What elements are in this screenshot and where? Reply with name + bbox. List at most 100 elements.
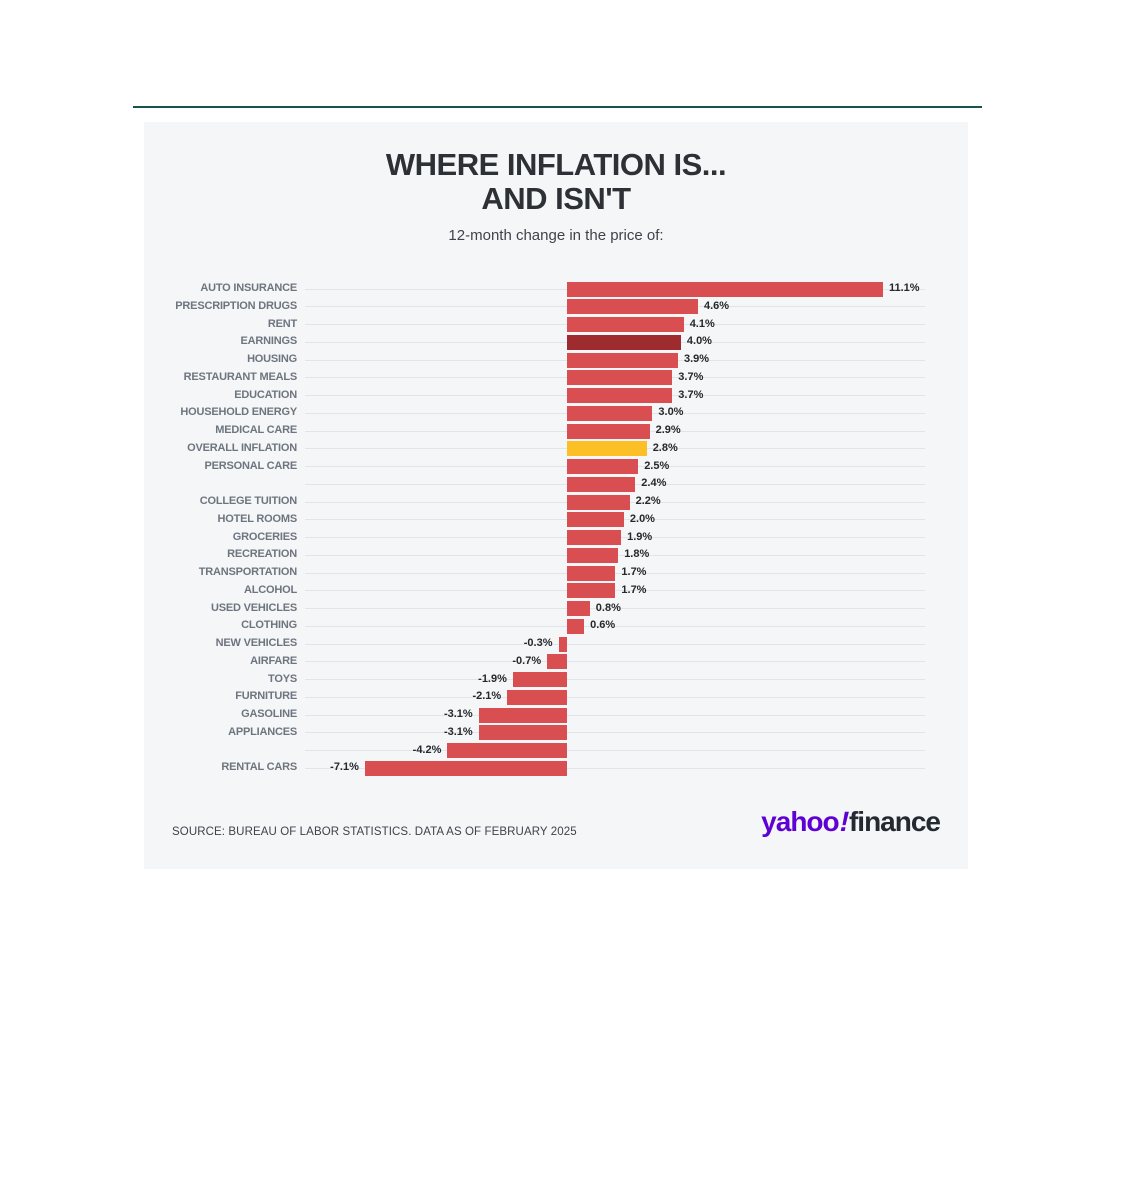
category-label: OVERALL INFLATION [187,441,297,454]
bar-unlabeled [447,743,567,758]
category-label: RENTAL CARS [221,761,297,774]
chart-subtitle: 12-month change in the price of: [448,227,664,244]
source-note: SOURCE: BUREAU OF LABOR STATISTICS. DATA… [172,826,577,838]
row-gridline [305,696,925,698]
bar-new-vehicles [558,636,567,652]
bar-furniture [507,689,567,705]
category-label: RESTAURANT MEALS [183,370,298,383]
value-label: -0.3% [523,637,553,649]
category-label: CLOTHING [241,619,297,632]
value-label: 4.0% [686,335,712,348]
category-label: EDUCATION [234,388,297,401]
category-label: PERSONAL CARE [204,459,297,472]
bar-alcohol [567,583,616,599]
row-gridline [305,750,925,751]
category-label: HOUSING [247,353,297,365]
value-label: 0.6% [590,619,616,632]
bar-chart: AUTO INSURANCE 11.1% PRESCRIPTION DRUGS 4.6… [144,122,968,869]
value-label: -1.9% [478,672,507,685]
row-gridline [305,679,925,680]
category-label: RECREATION [227,548,297,561]
value-label: 2.5% [644,459,670,472]
value-label: 11.1% [889,282,920,294]
logo-finance-text: finance [848,806,941,837]
value-label: 3.0% [658,406,684,419]
category-label: USED VEHICLES [210,601,297,614]
row-gridline [305,714,925,716]
value-label: -2.1% [472,690,502,703]
bar-appliances [478,725,567,741]
bar-medical-care [567,423,650,439]
value-label: -3.1% [443,708,473,720]
category-label: MEDICAL CARE [215,424,297,436]
bar-overall-inflation [567,441,647,457]
category-label: TRANSPORTATION [198,566,297,578]
row-gridline [305,643,925,645]
value-label: 1.7% [621,583,647,596]
bar-restaurant-meals [567,370,673,386]
infographic-card: WHERE INFLATION IS... AND ISN'T 12-month… [144,122,968,869]
chart-title: WHERE INFLATION IS... AND ISN'T [144,148,968,216]
category-label: TOYS [268,672,297,685]
category-label: AIRFARE [250,654,297,667]
category-label: FURNITURE [235,690,297,703]
bar-housing [567,352,678,368]
bar-college-tuition [567,494,630,510]
bar-airfare [547,654,567,670]
bar-earnings [567,334,681,350]
bar-recreation [567,547,619,563]
value-label: 1.7% [621,566,647,578]
bar-unlabeled [567,476,636,492]
category-label: COLLEGE TUITION [199,495,297,507]
value-label: 2.9% [655,424,681,436]
bar-clothing [567,618,585,634]
value-label: 4.1% [689,317,715,330]
category-label: APPLIANCES [228,725,297,738]
bar-household-energy [567,405,653,421]
bar-transportation [567,565,616,581]
value-label: 2.0% [629,512,655,525]
category-label: EARNINGS [240,335,298,348]
category-label: HOTEL ROOMS [217,512,298,525]
yahoo-finance-logo: yahoo!finance [761,806,941,838]
category-label: GROCERIES [232,530,297,543]
row-gridline [305,608,925,609]
category-label: AUTO INSURANCE [200,282,297,294]
bar-rent [567,317,684,332]
row-gridline [305,625,925,627]
value-label: 2.8% [652,441,678,454]
value-label: -4.2% [412,743,442,756]
category-label: RENT [267,317,297,330]
bar-prescription-drugs [567,299,698,315]
row-gridline [305,732,925,734]
category-label: PRESCRIPTION DRUGS [175,299,297,312]
value-label: -0.7% [512,654,542,667]
value-label: 4.6% [704,299,730,312]
bar-education [567,388,673,403]
bar-hotel-rooms [567,512,624,528]
chart-title-line2: AND ISN'T [481,181,631,216]
top-divider-rule [133,106,982,108]
value-label: -3.1% [443,725,473,738]
category-label: ALCOHOL [244,583,297,596]
value-label: -7.1% [330,761,359,774]
value-label: 3.9% [684,353,710,365]
value-label: 2.2% [635,495,661,507]
value-label: 1.9% [627,530,653,543]
bar-groceries [567,530,622,545]
category-label: GASOLINE [241,708,297,720]
bar-personal-care [567,459,639,474]
category-label: NEW VEHICLES [215,637,298,649]
value-label: 0.8% [595,601,621,614]
category-label: HOUSEHOLD ENERGY [180,406,297,419]
chart-title-line1: WHERE INFLATION IS... [385,147,727,182]
value-label: 3.7% [678,388,704,401]
bar-toys [512,672,567,687]
bar-gasoline [478,707,567,723]
bar-auto-insurance [567,281,883,297]
value-label: 3.7% [678,370,704,383]
row-gridline [305,661,925,663]
value-label: 2.4% [641,477,667,490]
logo-yahoo-text: yahoo [761,806,839,837]
